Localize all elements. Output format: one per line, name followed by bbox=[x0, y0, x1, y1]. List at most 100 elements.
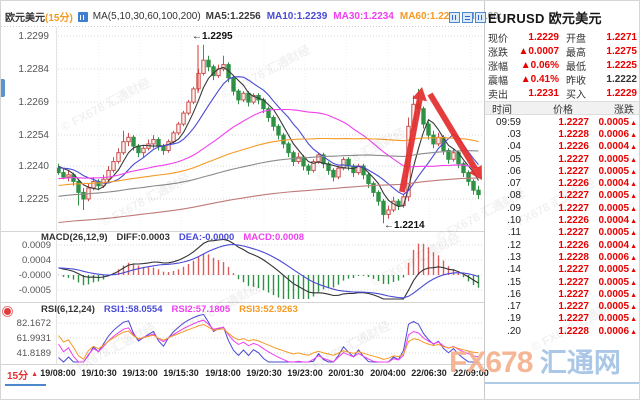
tick-row: .12 1.2226 0.0004▲ bbox=[485, 239, 639, 251]
low-annotation: ←1.2214 bbox=[384, 220, 425, 231]
tick-change: 0.0005▲ bbox=[598, 313, 637, 325]
logo-underline bbox=[485, 382, 639, 384]
tick-price: 1.2228 bbox=[558, 128, 589, 140]
tick-row: .17 1.2227 0.0005▲ bbox=[485, 300, 639, 313]
tick-price: 1.2227 bbox=[558, 276, 589, 288]
left-edge-handle[interactable] bbox=[1, 79, 5, 97]
triangle-up-icon: ▲ bbox=[630, 254, 637, 262]
time-axis-label: 19/20:30 bbox=[246, 368, 282, 378]
tick-price: 1.2227 bbox=[558, 116, 589, 128]
indicator-marker-icon bbox=[4, 308, 11, 315]
triangle-up-icon: ▲ bbox=[630, 168, 637, 176]
quote-field-label: 涨跌 bbox=[488, 48, 508, 60]
tick-change: 0.0005▲ bbox=[598, 264, 637, 276]
tick-change: 0.0004▲ bbox=[598, 141, 637, 153]
macd-header-item: DEA:-0.0000 bbox=[178, 232, 235, 243]
tick-time: .05 bbox=[507, 153, 521, 165]
tick-row: .04 1.2226 0.0004▲ bbox=[485, 141, 639, 153]
triangle-up-icon: ▲ bbox=[630, 181, 637, 189]
triangle-up-icon: ▲ bbox=[630, 304, 637, 312]
time-axis-label: 19/18:00 bbox=[205, 368, 241, 378]
rsi-header-item: RSI2:57.1805 bbox=[171, 304, 231, 315]
tick-row: .15 1.2227 0.0005▲ bbox=[485, 276, 639, 288]
triangle-up-icon: ▲ bbox=[630, 119, 637, 127]
tick-row: 09:59 1.2227 0.0005▲ bbox=[485, 116, 639, 128]
rsi-header-item: RSI(6,12,24) bbox=[41, 304, 95, 315]
triangle-up-icon: ▲ bbox=[31, 371, 39, 378]
tick-price: 1.2226 bbox=[558, 141, 589, 153]
tick-price: 1.2226 bbox=[558, 239, 589, 251]
indicator-settings-icon[interactable] bbox=[77, 11, 88, 22]
tick-price: 1.2227 bbox=[558, 313, 589, 325]
tick-time: .09 bbox=[507, 202, 521, 214]
rsi-axis-label: 41.8189 bbox=[16, 348, 51, 359]
tick-time: .11 bbox=[507, 227, 521, 239]
quote-field: 震幅 ▲0.41% bbox=[488, 72, 559, 87]
tick-row: .19 1.2227 0.0005▲ bbox=[485, 313, 639, 325]
quote-field: 涨跌 ▲0.0007 bbox=[488, 45, 559, 59]
macd-header: MACD(26,12,9) DIFF:0.0003 DEA:-0.0000 MACD:… bbox=[41, 232, 304, 243]
period-tab[interactable]: 15分 ▲ bbox=[5, 367, 47, 386]
tick-time: .16 bbox=[507, 288, 521, 300]
triangle-up-icon: ▲ bbox=[630, 279, 637, 287]
triangle-up-icon: ▲ bbox=[630, 205, 637, 213]
candle-chart-icon[interactable] bbox=[462, 12, 473, 23]
high-annotation: ←1.2295 bbox=[192, 31, 233, 42]
tick-price: 1.2227 bbox=[558, 153, 589, 165]
line-chart-icon[interactable] bbox=[449, 12, 460, 23]
tick-change: 0.0004▲ bbox=[598, 178, 637, 190]
quote-field: 昨收 1.2222 bbox=[566, 72, 637, 87]
tick-time: .03 bbox=[507, 128, 521, 140]
ma-settings-label: MA(5,10,30,60,100,200) bbox=[92, 11, 201, 22]
quote-field: 最高 1.2275 bbox=[566, 45, 637, 59]
tick-row: .08 1.2227 0.0005▲ bbox=[485, 190, 639, 202]
time-axis-label: 20/01:30 bbox=[328, 368, 364, 378]
time-axis-label: 19/13:00 bbox=[122, 368, 158, 378]
tick-change: 0.0006▲ bbox=[598, 325, 637, 337]
ma-value: MA10:1.2239 bbox=[266, 11, 328, 22]
tick-change: 0.0005▲ bbox=[598, 153, 637, 165]
triangle-up-icon: ▲ bbox=[630, 291, 637, 299]
tick-table-header: 时间 价格 涨跌 bbox=[485, 101, 639, 116]
tick-change: 0.0005▲ bbox=[598, 288, 637, 300]
quote-field-label: 最高 bbox=[566, 48, 586, 60]
rsi-axis-label: 82.1672 bbox=[16, 318, 51, 329]
tick-price: 1.2227 bbox=[558, 264, 589, 276]
tick-row: .16 1.2227 0.0005▲ bbox=[485, 288, 639, 300]
tick-time: .06 bbox=[507, 165, 521, 177]
quote-field-value: 1.2275 bbox=[606, 46, 637, 58]
quote-field-label: 现价 bbox=[488, 34, 508, 46]
period-tab-label: 15分 bbox=[7, 371, 29, 382]
tick-time: .15 bbox=[507, 276, 521, 288]
tick-change: 0.0005▲ bbox=[598, 190, 637, 202]
price-axis-label: 1.2240 bbox=[18, 161, 49, 172]
tick-header-cell: 时间 bbox=[492, 104, 512, 116]
quote-field-value: 1.2222 bbox=[606, 73, 637, 85]
quote-field-label: 昨收 bbox=[566, 75, 586, 87]
quote-field: 现价 1.2229 bbox=[488, 31, 559, 45]
quote-field-value: ▲0.06% bbox=[520, 59, 559, 71]
quote-field: 最低 1.2225 bbox=[566, 59, 637, 73]
quote-panel: EURUSD 欧元美元 现价 1.2229 开盘 1.2271 涨跌 ▲0.0007 最高 1… bbox=[485, 1, 639, 399]
tick-change: 0.0004▲ bbox=[598, 215, 637, 227]
macd-header-item: DIFF:0.0003 bbox=[116, 232, 170, 243]
tick-time: .17 bbox=[507, 301, 521, 313]
tick-row: .14 1.2227 0.0005▲ bbox=[485, 264, 639, 276]
quote-grid: 现价 1.2229 开盘 1.2271 涨跌 ▲0.0007 最高 1.2275 涨幅 ▲0.06… bbox=[488, 31, 637, 100]
logo-fx678-text: FX678 bbox=[449, 346, 533, 379]
symbol-code: EURUSD bbox=[488, 11, 545, 26]
triangle-up-icon: ▲ bbox=[630, 230, 637, 238]
time-axis-label: 19/23:00 bbox=[287, 368, 323, 378]
ma-value: MA30:1.2234 bbox=[333, 11, 394, 22]
quote-field-label: 卖出 bbox=[488, 89, 508, 101]
macd-axis-label: 0.0004 bbox=[21, 255, 51, 266]
tick-time: 09:59 bbox=[495, 116, 521, 128]
tick-change: 0.0005▲ bbox=[598, 165, 637, 177]
expand-chart-icon[interactable] bbox=[475, 12, 486, 23]
ma-value: MA60:1.2248 bbox=[399, 11, 461, 22]
quote-field: 买入 1.2229 bbox=[566, 86, 637, 101]
symbol-name: 欧元美元 bbox=[548, 11, 602, 26]
tick-row: .11 1.2227 0.0005▲ bbox=[485, 227, 639, 239]
